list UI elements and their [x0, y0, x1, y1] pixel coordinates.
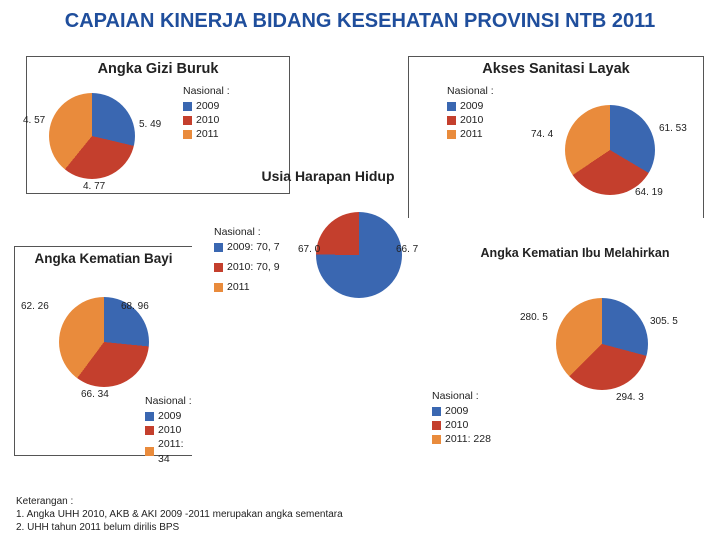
- swatch: [447, 116, 456, 125]
- sanitasi-legend: Nasional : 2009 2010 2011: [447, 85, 494, 142]
- legend-title: Nasional :: [183, 85, 230, 97]
- sanitasi-val-1: 61. 53: [659, 123, 687, 134]
- gizi-val-3: 4. 57: [23, 115, 45, 126]
- swatch: [183, 130, 192, 139]
- sanitasi-pie: [565, 105, 655, 195]
- gizi-pie: [49, 93, 135, 179]
- akb-val-3: 62. 26: [21, 301, 49, 312]
- swatch: [145, 412, 154, 421]
- footer-note: Keterangan : 1. Angka UHH 2010, AKB & AK…: [16, 495, 343, 534]
- legend-row: 2009: [183, 99, 230, 113]
- panel-aki: Angka Kematian Ibu Melahirkan: [440, 246, 710, 260]
- sanitasi-title: Akses Sanitasi Layak: [409, 61, 703, 77]
- panel-uhh: Usia Harapan Hidup: [198, 168, 458, 184]
- gizi-legend: Nasional : 2009 2010 2011: [183, 85, 230, 142]
- legend-row: 2011: [447, 127, 494, 141]
- swatch: [447, 130, 456, 139]
- gizi-val-1: 5. 49: [139, 119, 161, 130]
- swatch: [214, 283, 223, 292]
- aki-val-3: 280. 5: [520, 312, 548, 323]
- swatch: [214, 263, 223, 272]
- uhh-val-2: 66. 7: [396, 244, 418, 255]
- footer-line2: 2. UHH tahun 2011 belum dirilis BPS: [16, 521, 343, 534]
- legend-title: Nasional :: [214, 226, 280, 238]
- legend-row: 2011: [183, 127, 230, 141]
- swatch: [183, 116, 192, 125]
- aki-val-2: 294. 3: [616, 392, 644, 403]
- sanitasi-val-2: 64. 19: [635, 187, 663, 198]
- legend-row: 2010: [447, 113, 494, 127]
- legend-title: Nasional :: [447, 85, 494, 97]
- swatch: [145, 426, 154, 435]
- swatch: [447, 102, 456, 111]
- page-title: CAPAIAN KINERJA BIDANG KESEHATAN PROVINS…: [0, 0, 720, 39]
- legend-row: 2010: 70, 9: [214, 260, 280, 274]
- legend-row: 2011: 34: [145, 437, 192, 465]
- legend-row: 2011: [214, 280, 280, 294]
- uhh-legend: Nasional : 2009: 70, 7 2010: 70, 9 2011: [214, 226, 280, 295]
- aki-title: Angka Kematian Ibu Melahirkan: [440, 246, 710, 260]
- panel-sanitasi: Akses Sanitasi Layak Nasional : 2009 201…: [408, 56, 704, 218]
- akb-title: Angka Kematian Bayi: [15, 251, 192, 266]
- legend-row: 2010: [145, 423, 192, 437]
- legend-row: 2009: [432, 404, 491, 418]
- swatch: [145, 447, 154, 456]
- panel-akb: Angka Kematian Bayi 68. 96 66. 34 62. 26…: [14, 246, 192, 456]
- legend-row: 2011: 228: [432, 432, 491, 446]
- swatch: [432, 421, 441, 430]
- swatch: [432, 435, 441, 444]
- uhh-title: Usia Harapan Hidup: [198, 168, 458, 184]
- legend-row: 2009: 70, 7: [214, 240, 280, 254]
- akb-val-2: 66. 34: [81, 389, 109, 400]
- legend-title: Nasional :: [145, 395, 192, 407]
- aki-pie: [556, 298, 648, 390]
- akb-val-1: 68. 96: [121, 301, 149, 312]
- aki-legend: Nasional : 2009 2010 2011: 228: [432, 390, 491, 447]
- footer-line1: 1. Angka UHH 2010, AKB & AKI 2009 -2011 …: [16, 508, 343, 521]
- footer-heading: Keterangan :: [16, 495, 343, 508]
- uhh-val-1: 67. 0: [298, 244, 320, 255]
- legend-row: 2010: [432, 418, 491, 432]
- uhh-pie: [316, 212, 402, 298]
- legend-row: 2009: [447, 99, 494, 113]
- legend-row: 2009: [145, 409, 192, 423]
- legend-title: Nasional :: [432, 390, 491, 402]
- gizi-val-2: 4. 77: [83, 181, 105, 192]
- legend-row: 2010: [183, 113, 230, 127]
- swatch: [214, 243, 223, 252]
- gizi-title: Angka Gizi Buruk: [27, 61, 289, 77]
- swatch: [432, 407, 441, 416]
- aki-val-1: 305. 5: [650, 316, 678, 327]
- sanitasi-val-3: 74. 4: [531, 129, 553, 140]
- swatch: [183, 102, 192, 111]
- akb-legend: Nasional : 2009 2010 2011: 34: [145, 395, 192, 466]
